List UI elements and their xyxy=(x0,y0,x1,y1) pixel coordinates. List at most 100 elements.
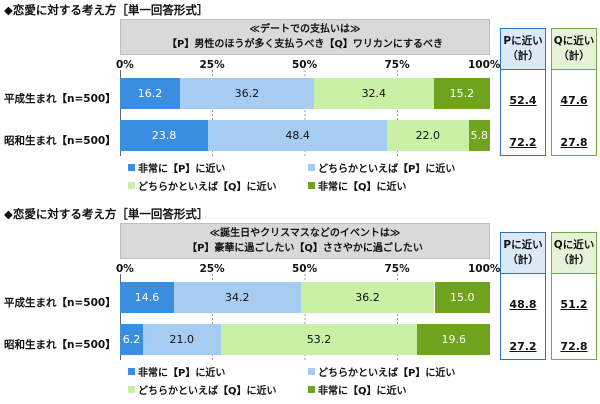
row-label: 平成生まれ【n=500】 xyxy=(4,297,116,309)
data-label: 5.8 xyxy=(470,129,489,142)
legend-label: 非常に【Q】に近い xyxy=(318,386,407,397)
bar-segment: 16.2 xyxy=(120,78,180,109)
axis-tick-label: 100% xyxy=(468,59,501,71)
data-label: 36.2 xyxy=(234,87,260,100)
axis-tick-label: 25% xyxy=(199,263,225,275)
bar-segment: 22.0 xyxy=(387,120,469,151)
bar-segment: 6.2 xyxy=(120,324,143,355)
legend-item: 非常に【Q】に近い xyxy=(308,178,407,193)
p-header-line: （計） xyxy=(507,254,539,266)
q-total-value: 27.8 xyxy=(560,136,588,149)
bar-segment: 14.6 xyxy=(120,282,175,313)
legend-swatch xyxy=(128,386,135,393)
bar-segment: 34.2 xyxy=(174,282,301,313)
axis-tick-label: 50% xyxy=(292,263,318,275)
bar-segment: 36.2 xyxy=(300,282,435,313)
p-total-header: Pに近い （計） xyxy=(500,28,546,70)
legend-item: どちらかといえば【P】に近い xyxy=(308,364,455,379)
p-total-column xyxy=(500,274,546,360)
legend-label: 非常に【P】に近い xyxy=(138,164,226,175)
p-total-value: 72.2 xyxy=(509,136,537,149)
bar-segment: 23.8 xyxy=(120,120,209,151)
question-box: ≪デートでの支払いは≫ 【P】男性のほうが多く支払うべき【Q】ワリカンにするべき xyxy=(120,19,490,55)
data-label: 22.0 xyxy=(415,129,441,142)
legend-swatch xyxy=(308,386,315,393)
data-label: 48.4 xyxy=(285,129,310,142)
data-label: 53.2 xyxy=(306,333,332,346)
legend-swatch xyxy=(308,368,315,375)
data-label: 15.2 xyxy=(449,87,475,100)
bar-segment: 53.2 xyxy=(220,324,418,355)
axis-tick-label: 0% xyxy=(116,59,134,71)
data-label: 36.2 xyxy=(355,291,380,304)
axis-tick-label: 75% xyxy=(384,263,410,275)
question-line-2: 【P】豪華に過ごしたい【Q】ささやかに過ごしたい xyxy=(187,243,423,254)
bar-segment: 15.0 xyxy=(434,282,490,313)
data-label: 23.8 xyxy=(151,129,177,142)
q-header-line: （計） xyxy=(558,254,590,266)
legend-item: 非常に【P】に近い xyxy=(128,160,225,175)
section-title: ◆恋愛に対する考え方［単一回答形式］ xyxy=(4,207,209,221)
q-total-value: 47.6 xyxy=(560,94,588,107)
row-label: 昭和生まれ【n=500】 xyxy=(4,339,116,351)
p-header-line: Pに近い xyxy=(503,239,543,251)
section-title: ◆恋愛に対する考え方［単一回答形式］ xyxy=(4,3,209,17)
data-label: 16.2 xyxy=(137,87,163,100)
p-total-column xyxy=(500,70,546,156)
legend-item: どちらかといえば【Q】に近い xyxy=(128,382,277,397)
legend-swatch xyxy=(308,164,315,171)
q-total-value: 51.2 xyxy=(560,298,588,311)
legend: 非常に【P】に近い どちらかといえば【P】に近いどちらかといえば【Q】に近い 非常に… xyxy=(0,362,600,402)
question-line-1: ≪誕生日やクリスマスなどのイベントは≫ xyxy=(209,228,401,239)
q-total-value: 72.8 xyxy=(560,340,588,353)
legend-label: どちらかといえば【P】に近い xyxy=(318,164,456,175)
bar-segment: 15.2 xyxy=(433,78,490,109)
p-total-value: 52.4 xyxy=(509,94,537,107)
legend-item: 非常に【Q】に近い xyxy=(308,382,407,397)
axis-tick-label: 100% xyxy=(468,263,501,275)
bar-segment: 32.4 xyxy=(313,78,434,109)
q-total-column xyxy=(551,70,597,156)
legend-label: 非常に【P】に近い xyxy=(138,368,226,379)
q-total-column xyxy=(551,274,597,360)
q-total-header: Qに近い （計） xyxy=(551,232,597,274)
p-total-header: Pに近い （計） xyxy=(500,232,546,274)
bar-segment: 5.8 xyxy=(468,120,490,151)
q-header-line: （計） xyxy=(558,50,590,62)
legend-item: どちらかといえば【P】に近い xyxy=(308,160,455,175)
axis-tick-label: 25% xyxy=(199,59,225,71)
legend: 非常に【P】に近い どちらかといえば【P】に近いどちらかといえば【Q】に近い 非常に… xyxy=(0,158,600,198)
question-box: ≪誕生日やクリスマスなどのイベントは≫ 【P】豪華に過ごしたい【Q】ささやかに過ご… xyxy=(120,223,490,259)
p-header-line: （計） xyxy=(507,50,539,62)
bar-segment: 48.4 xyxy=(208,120,388,151)
data-label: 21.0 xyxy=(169,333,195,346)
legend-label: どちらかといえば【P】に近い xyxy=(318,368,456,379)
data-label: 32.4 xyxy=(361,87,387,100)
legend-swatch xyxy=(128,182,135,189)
legend-swatch xyxy=(128,368,135,375)
question-line-1: ≪デートでの支払いは≫ xyxy=(249,24,361,35)
legend-label: どちらかといえば【Q】に近い xyxy=(138,182,277,193)
axis-tick-label: 75% xyxy=(384,59,410,71)
legend-swatch xyxy=(308,182,315,189)
question-line-2: 【P】男性のほうが多く支払うべき【Q】ワリカンにするべき xyxy=(167,39,443,50)
p-total-value: 48.8 xyxy=(509,298,537,311)
bar-segment: 21.0 xyxy=(142,324,221,355)
bar-segment: 36.2 xyxy=(179,78,314,109)
stacked-bar-area: 16.2 36.2 32.4 15.2 23.8 48.4 22.0 5.8 xyxy=(120,70,490,156)
legend-item: どちらかといえば【Q】に近い xyxy=(128,178,277,193)
data-label: 14.6 xyxy=(134,291,160,304)
axis-tick-label: 50% xyxy=(292,59,318,71)
legend-swatch xyxy=(128,164,135,171)
p-total-value: 27.2 xyxy=(509,340,537,353)
q-header-line: Qに近い xyxy=(553,239,595,251)
axis-tick-label: 0% xyxy=(116,263,134,275)
q-total-header: Qに近い （計） xyxy=(551,28,597,70)
legend-label: 非常に【Q】に近い xyxy=(318,182,407,193)
p-header-line: Pに近い xyxy=(503,35,543,47)
row-label: 平成生まれ【n=500】 xyxy=(4,93,116,105)
data-label: 34.2 xyxy=(225,291,250,304)
legend-item: 非常に【P】に近い xyxy=(128,364,225,379)
data-label: 15.0 xyxy=(450,291,475,304)
q-header-line: Qに近い xyxy=(553,35,595,47)
